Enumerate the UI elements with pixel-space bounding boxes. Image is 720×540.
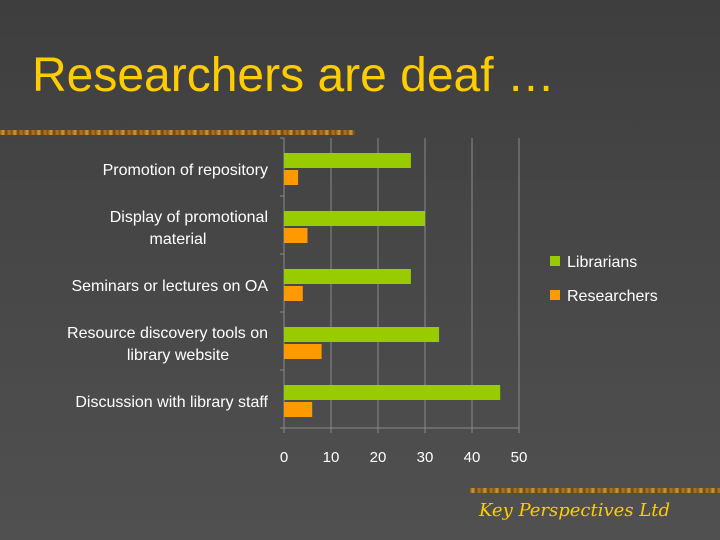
- category-label-line: Promotion of repository: [103, 162, 268, 179]
- category-label: Resource discovery tools on library websi…: [67, 325, 268, 364]
- legend-swatch: [550, 256, 560, 266]
- category-label: Discussion with library staff: [75, 394, 268, 411]
- chart-legend: Librarians Researchers: [550, 254, 658, 305]
- chart-bars: [284, 153, 501, 417]
- x-tick-label: 30: [417, 449, 434, 466]
- x-tick-label: 10: [323, 449, 340, 466]
- category-label-line: Seminars or lectures on OA: [71, 278, 268, 295]
- category-label-line: Discussion with library staff: [75, 394, 268, 411]
- category-label-line: library website: [127, 347, 229, 364]
- bar-librarians: [284, 327, 440, 342]
- decorative-rule-bottom: [470, 488, 720, 493]
- bar-librarians: [284, 269, 411, 284]
- bar-librarians: [284, 153, 411, 168]
- category-label-line: Resource discovery tools on: [67, 325, 268, 342]
- slide-title: Researchers are deaf …: [32, 49, 555, 102]
- chart-category-labels: Promotion of repository Display of promot…: [67, 162, 269, 411]
- bar-researchers: [284, 228, 308, 243]
- bar-researchers: [284, 402, 313, 417]
- legend-label: Researchers: [567, 288, 658, 305]
- category-label: Promotion of repository: [103, 162, 268, 179]
- category-label: Display of promotional material: [110, 209, 268, 248]
- legend-swatch: [550, 290, 560, 300]
- x-tick-label: 0: [280, 449, 288, 466]
- x-tick-label: 50: [511, 449, 528, 466]
- bar-librarians: [284, 211, 425, 226]
- chart-x-tick-labels: 0 10 20 30 40 50: [280, 449, 528, 466]
- footer-brand: Key Perspectives Ltd: [478, 500, 670, 521]
- x-tick-label: 40: [464, 449, 481, 466]
- decorative-rule-top: [0, 130, 355, 135]
- bar-researchers: [284, 344, 322, 359]
- category-label-line: Display of promotional: [110, 209, 268, 226]
- bar-researchers: [284, 170, 299, 185]
- bar-librarians: [284, 385, 501, 400]
- bar-researchers: [284, 286, 303, 301]
- chart-grid: [280, 137, 520, 433]
- x-tick-label: 20: [370, 449, 387, 466]
- legend-label: Librarians: [567, 254, 637, 271]
- category-label-line: material: [150, 231, 207, 248]
- category-label: Seminars or lectures on OA: [71, 278, 268, 295]
